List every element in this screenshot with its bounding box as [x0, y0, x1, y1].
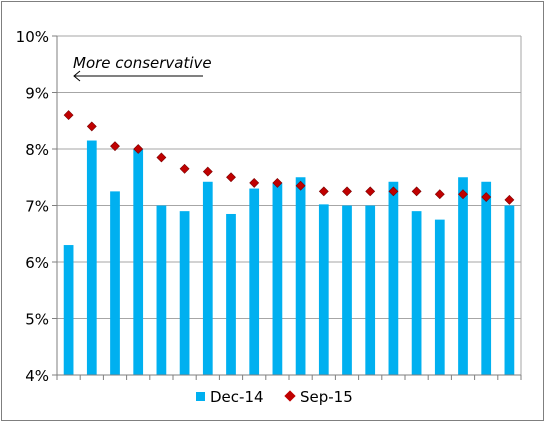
- marker-sep-15: [504, 194, 515, 205]
- marker-sep-15: [272, 177, 283, 188]
- bar-dec-14: [481, 181, 492, 375]
- bar-dec-14: [434, 219, 445, 375]
- marker-sep-15: [226, 172, 236, 183]
- y-tick-label: 10%: [16, 28, 49, 46]
- y-tick-label: 4%: [25, 367, 49, 385]
- marker-sep-15: [458, 189, 468, 200]
- y-tick-label: 9%: [25, 85, 49, 103]
- annotation: More conservative: [73, 54, 212, 82]
- marker-sep-15: [318, 186, 329, 197]
- marker-sep-15: [388, 186, 399, 197]
- y-axis-ticks: 4% 5% 6% 7% 8% 9% 10%: [16, 28, 57, 385]
- gridlines: [57, 35, 522, 375]
- y-tick-label: 8%: [25, 141, 49, 159]
- legend-marker-sep-15: [284, 390, 296, 402]
- bar-dec-14: [63, 245, 74, 375]
- marker-sep-15: [434, 189, 445, 200]
- marker-series: [63, 110, 515, 205]
- marker-sep-15: [110, 141, 120, 152]
- y-tick-label: 5%: [25, 311, 49, 329]
- bar-dec-14: [110, 191, 120, 375]
- bar-dec-14: [388, 181, 399, 375]
- bar-dec-14: [318, 204, 329, 375]
- legend-label-sep-15: Sep-15: [300, 388, 353, 406]
- marker-sep-15: [411, 186, 422, 197]
- legend-label-dec-14: Dec-14: [210, 388, 264, 406]
- marker-sep-15: [202, 166, 213, 177]
- marker-sep-15: [156, 152, 167, 163]
- y-tick-label: 6%: [25, 254, 49, 272]
- bar-dec-14: [156, 205, 167, 375]
- marker-sep-15: [365, 186, 376, 197]
- bar-dec-14: [249, 188, 260, 375]
- marker-sep-15: [86, 121, 97, 132]
- bar-dec-14: [295, 177, 306, 375]
- x-axis: [56, 36, 522, 380]
- bar-dec-14: [86, 140, 97, 375]
- bar-dec-14: [504, 205, 515, 375]
- legend: Dec-14 Sep-15: [196, 388, 353, 406]
- marker-sep-15: [249, 177, 260, 188]
- bar-dec-14: [202, 181, 213, 375]
- bar-dec-14: [458, 177, 468, 375]
- marker-sep-15: [342, 186, 352, 197]
- annotation-text: More conservative: [73, 54, 212, 72]
- marker-sep-15: [133, 144, 144, 154]
- bar-dec-14: [179, 211, 190, 375]
- bar-dec-14: [342, 205, 352, 375]
- bar-series: [63, 140, 515, 375]
- marker-sep-15: [179, 163, 190, 174]
- bar-dec-14: [226, 213, 236, 375]
- bar-dec-14: [272, 182, 283, 375]
- bar-dec-14: [365, 205, 376, 375]
- y-tick-label: 7%: [25, 198, 49, 216]
- legend-swatch-dec-14: [196, 392, 205, 401]
- marker-sep-15: [481, 192, 492, 202]
- marker-sep-15: [63, 110, 74, 121]
- annotation-arrow-head: [73, 70, 81, 82]
- marker-sep-15: [295, 180, 306, 191]
- bar-dec-14: [411, 211, 422, 375]
- bar-dec-14: [133, 149, 144, 375]
